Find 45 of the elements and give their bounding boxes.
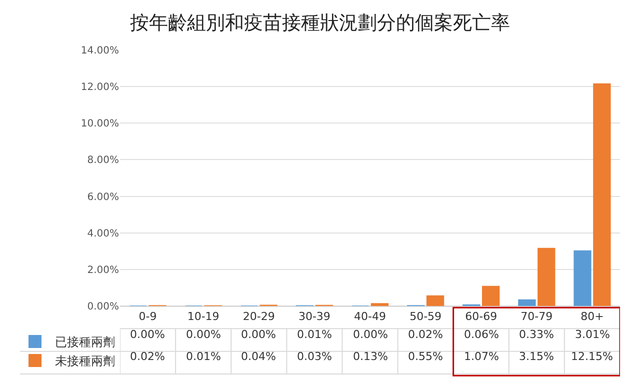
data-label: 0.02% (408, 328, 443, 341)
data-label: 0.00% (130, 328, 165, 341)
x-tick-label: 20-29 (242, 310, 275, 324)
y-tick-label: 0.00% (87, 301, 119, 312)
data-label: 0.00% (353, 328, 388, 341)
y-tick-label: 6.00% (87, 192, 119, 203)
bar (482, 286, 500, 306)
x-tick-label: 30-39 (298, 310, 330, 324)
bar (574, 250, 592, 306)
data-label: 0.00% (186, 328, 221, 341)
y-tick-label: 8.00% (87, 155, 119, 166)
x-tick-label: 10-19 (187, 310, 220, 324)
data-label: 12.15% (571, 350, 613, 363)
data-label: 0.06% (464, 328, 499, 341)
data-label: 1.07% (464, 350, 499, 363)
bar (426, 295, 444, 306)
data-label: 0.03% (297, 350, 332, 363)
y-tick-label: 2.00% (87, 264, 119, 276)
bar (593, 83, 611, 306)
x-tick-label: 70-79 (520, 310, 553, 324)
x-tick-label: 80+ (580, 310, 604, 324)
y-tick-label: 4.00% (87, 228, 119, 240)
data-label: 0.02% (130, 350, 165, 363)
data-label: 0.55% (408, 350, 443, 363)
data-label: 3.01% (575, 328, 610, 341)
bar (518, 299, 536, 306)
y-tick-label: 12.00% (80, 82, 119, 94)
chart-title: 按年齡組別和疫苗接種狀況劃分的個案死亡率 (130, 12, 510, 34)
y-tick-label: 10.00% (80, 118, 119, 130)
bar (370, 303, 389, 306)
data-label: 0.04% (241, 350, 276, 363)
x-tick-label: 60-69 (465, 310, 498, 324)
data-label: 0.13% (353, 350, 388, 363)
bar (538, 248, 556, 306)
legend-label: 已接種兩劑 (55, 335, 115, 350)
x-tick-label: 40-49 (354, 310, 386, 324)
data-label: 0.00% (241, 328, 276, 341)
x-tick-label: 50-59 (410, 310, 442, 324)
data-label: 0.01% (297, 328, 332, 341)
data-label: 0.33% (519, 328, 554, 341)
data-label: 0.01% (186, 350, 221, 363)
y-tick-label: 14.00% (80, 46, 119, 56)
legend-label: 未接種兩劑 (55, 354, 115, 368)
data-label: 3.15% (519, 350, 554, 363)
x-tick-label: 0-9 (138, 310, 157, 324)
